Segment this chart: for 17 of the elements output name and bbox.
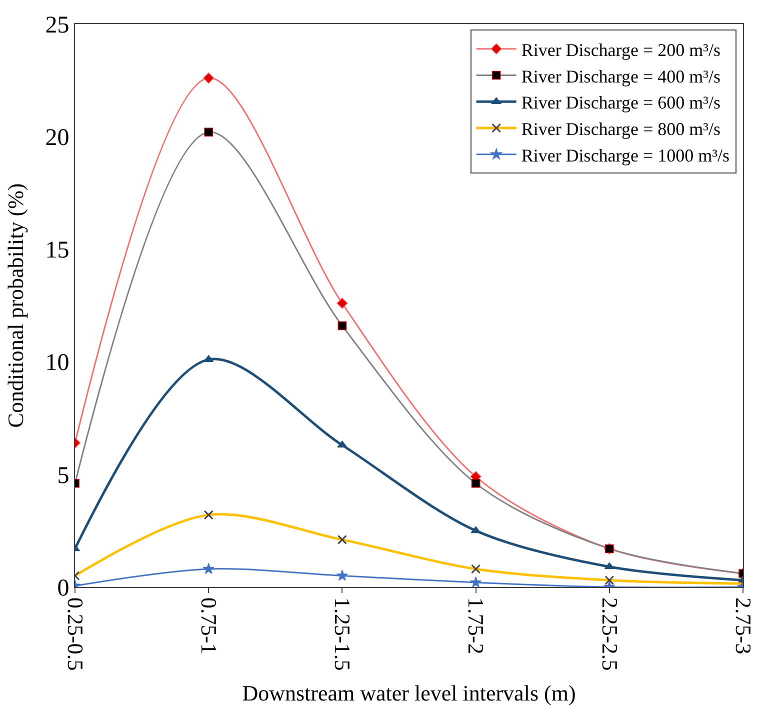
legend-label: River Discharge = 800 m³/s	[521, 119, 721, 140]
legend-label: River Discharge = 600 m³/s	[521, 92, 721, 113]
x-tick-label: 0.75-1	[196, 597, 222, 654]
x-tick-label: 2.75-3	[730, 597, 756, 654]
x-axis-title: Downstream water level intervals (m)	[242, 680, 576, 706]
y-tick-label: 10	[45, 350, 70, 376]
x-tick-label: 1.25-1.5	[330, 597, 356, 671]
y-tick-label: 20	[45, 125, 70, 151]
legend-label: River Discharge = 1000 m³/s	[521, 145, 730, 166]
legend-label: River Discharge = 400 m³/s	[521, 66, 721, 86]
y-tick-label: 5	[57, 462, 70, 489]
y-tick-label: 15	[45, 238, 70, 264]
y-axis-title: Conditional probability (%)	[3, 183, 28, 428]
x-tick-label: 1.75-2	[464, 597, 489, 654]
y-tick-label: 25	[45, 12, 70, 38]
x-tick-label: 2.25-2.5	[597, 597, 622, 671]
legend-label: River Discharge = 200 m³/s	[521, 40, 721, 60]
